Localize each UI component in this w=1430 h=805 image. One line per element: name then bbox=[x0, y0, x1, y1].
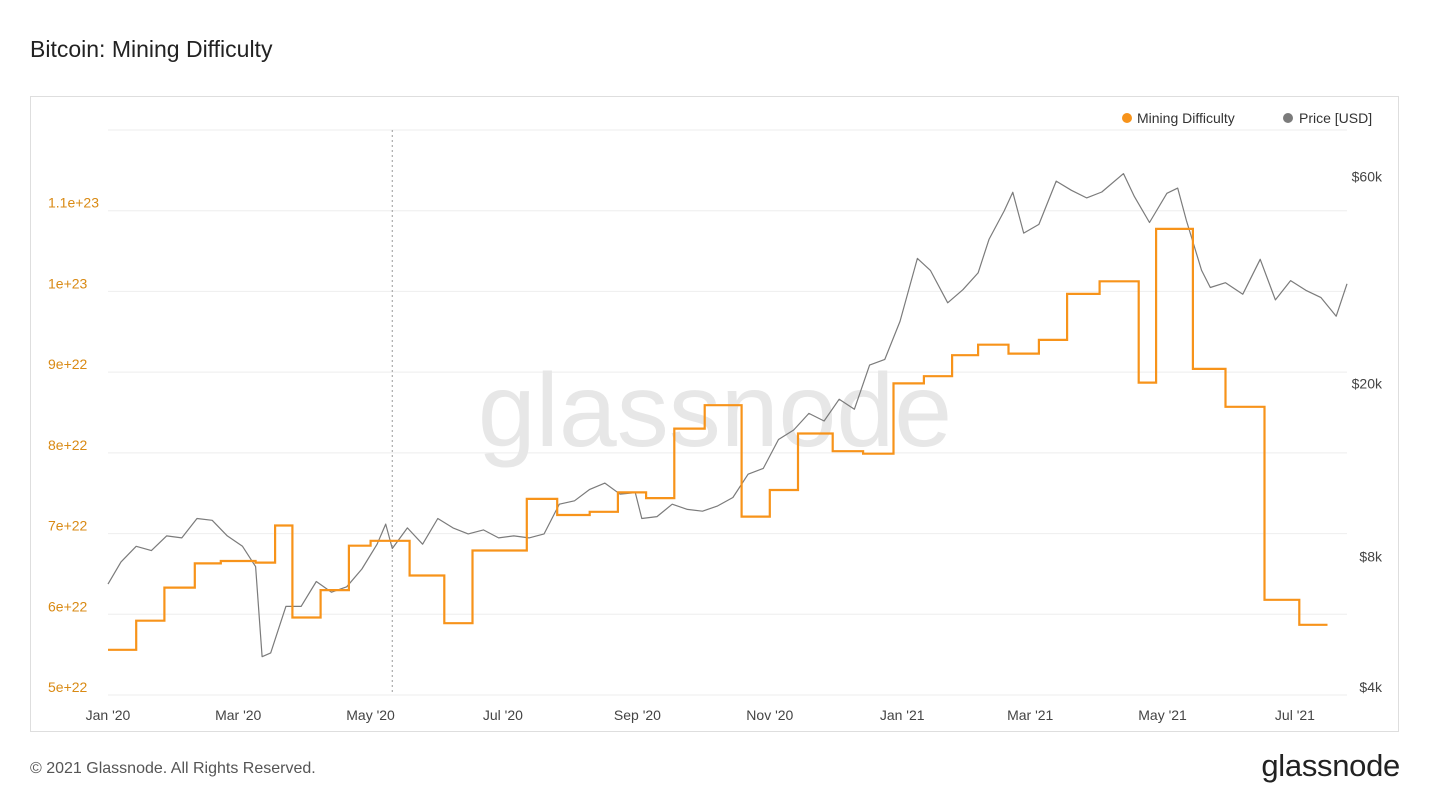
y-left-tick-label: 1.1e+23 bbox=[48, 195, 99, 211]
legend[interactable]: Mining Difficulty Price [USD] bbox=[1122, 110, 1372, 126]
x-tick-label: Jul '21 bbox=[1275, 707, 1315, 723]
legend-difficulty-label[interactable]: Mining Difficulty bbox=[1137, 110, 1235, 126]
x-tick-label: Mar '20 bbox=[215, 707, 261, 723]
footer-copyright: © 2021 Glassnode. All Rights Reserved. bbox=[30, 760, 316, 777]
x-tick-label: Jan '20 bbox=[86, 707, 131, 723]
legend-difficulty-dot bbox=[1122, 113, 1132, 123]
x-tick-label: Jan '21 bbox=[880, 707, 925, 723]
legend-price-dot bbox=[1283, 113, 1293, 123]
x-tick-label: May '20 bbox=[346, 707, 395, 723]
x-tick-label: Mar '21 bbox=[1007, 707, 1053, 723]
series bbox=[107, 173, 1348, 658]
y-left-tick-label: 9e+22 bbox=[48, 356, 88, 372]
x-tick-label: May '21 bbox=[1138, 707, 1187, 723]
y-left-tick-label: 5e+22 bbox=[48, 679, 88, 695]
price-usd-line[interactable] bbox=[107, 173, 1348, 658]
y-left-tick-label: 1e+23 bbox=[48, 275, 88, 291]
page-title: Bitcoin: Mining Difficulty bbox=[30, 36, 273, 62]
legend-price-label[interactable]: Price [USD] bbox=[1299, 110, 1372, 126]
y-left-tick-label: 7e+22 bbox=[48, 518, 88, 534]
mining-difficulty-line[interactable] bbox=[108, 227, 1328, 651]
gridlines bbox=[108, 129, 1347, 696]
y-right-tick-label: $20k bbox=[1352, 375, 1383, 391]
chart-panel bbox=[30, 96, 1399, 732]
y-left-tick-label: 6e+22 bbox=[48, 598, 88, 614]
x-tick-label: Jul '20 bbox=[483, 707, 523, 723]
y-right-tick-label: $4k bbox=[1359, 679, 1383, 695]
y-left-tick-label: 8e+22 bbox=[48, 437, 88, 453]
x-tick-label: Nov '20 bbox=[746, 707, 793, 723]
y-right-tick-label: $60k bbox=[1352, 168, 1383, 184]
axes: 5e+22 6e+22 7e+22 8e+22 9e+22 1e+23 1.1e+23 $4k… bbox=[48, 168, 1383, 723]
x-tick-label: Sep '20 bbox=[614, 707, 661, 723]
watermark: glassnode bbox=[478, 353, 952, 469]
footer-logo[interactable]: glassnode bbox=[1261, 748, 1400, 783]
y-right-tick-label: $8k bbox=[1359, 548, 1383, 564]
